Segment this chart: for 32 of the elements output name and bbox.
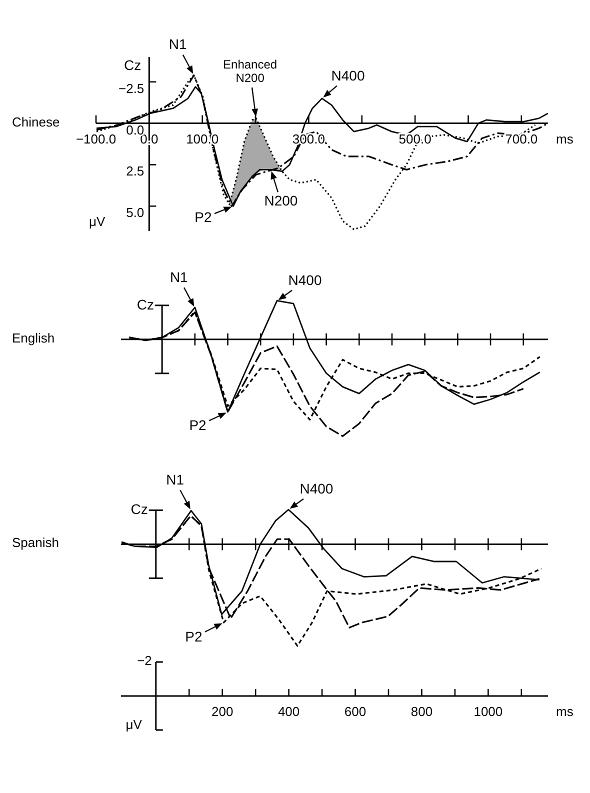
annotation: P2 bbox=[194, 208, 212, 225]
y-tick-label: 5.0 bbox=[126, 206, 144, 221]
x-tick-label: 200 bbox=[212, 704, 234, 720]
text: English bbox=[12, 330, 55, 346]
x-tick-label: 700.0 bbox=[505, 132, 538, 147]
text: μV bbox=[126, 717, 142, 732]
annotation: Enhanced N200 bbox=[223, 58, 278, 86]
annotation: N1 bbox=[168, 36, 187, 52]
annotation: N1 bbox=[166, 471, 184, 488]
x-tick-label: 600 bbox=[344, 704, 366, 720]
annotation: N400 bbox=[300, 480, 334, 496]
annotation: Cz bbox=[124, 56, 142, 73]
annotation: N200 bbox=[264, 192, 298, 208]
text: Spanish bbox=[12, 536, 59, 551]
x-axis-title: ms bbox=[556, 704, 574, 720]
text: Chinese bbox=[12, 114, 60, 130]
y-axis-title: μV bbox=[89, 214, 106, 230]
text: N1 bbox=[170, 268, 188, 285]
text: −2 bbox=[137, 653, 152, 668]
text: N400 bbox=[288, 272, 322, 288]
annotation: P2 bbox=[189, 416, 207, 433]
y-tick-label: −2.5 bbox=[118, 81, 144, 96]
x-tick-label: 1000 bbox=[474, 704, 503, 720]
annotation: Cz bbox=[136, 296, 154, 312]
annotation: N400 bbox=[331, 67, 365, 84]
x-tick-label: −100.0 bbox=[76, 132, 116, 147]
x-tick-label: 800 bbox=[410, 704, 433, 720]
y-tick-label: 2.5 bbox=[126, 164, 144, 180]
annotation: P2 bbox=[185, 628, 202, 644]
annotation: Cz bbox=[130, 500, 148, 517]
x-axis-title: ms bbox=[556, 132, 574, 147]
x-tick-label: 400 bbox=[278, 704, 300, 720]
